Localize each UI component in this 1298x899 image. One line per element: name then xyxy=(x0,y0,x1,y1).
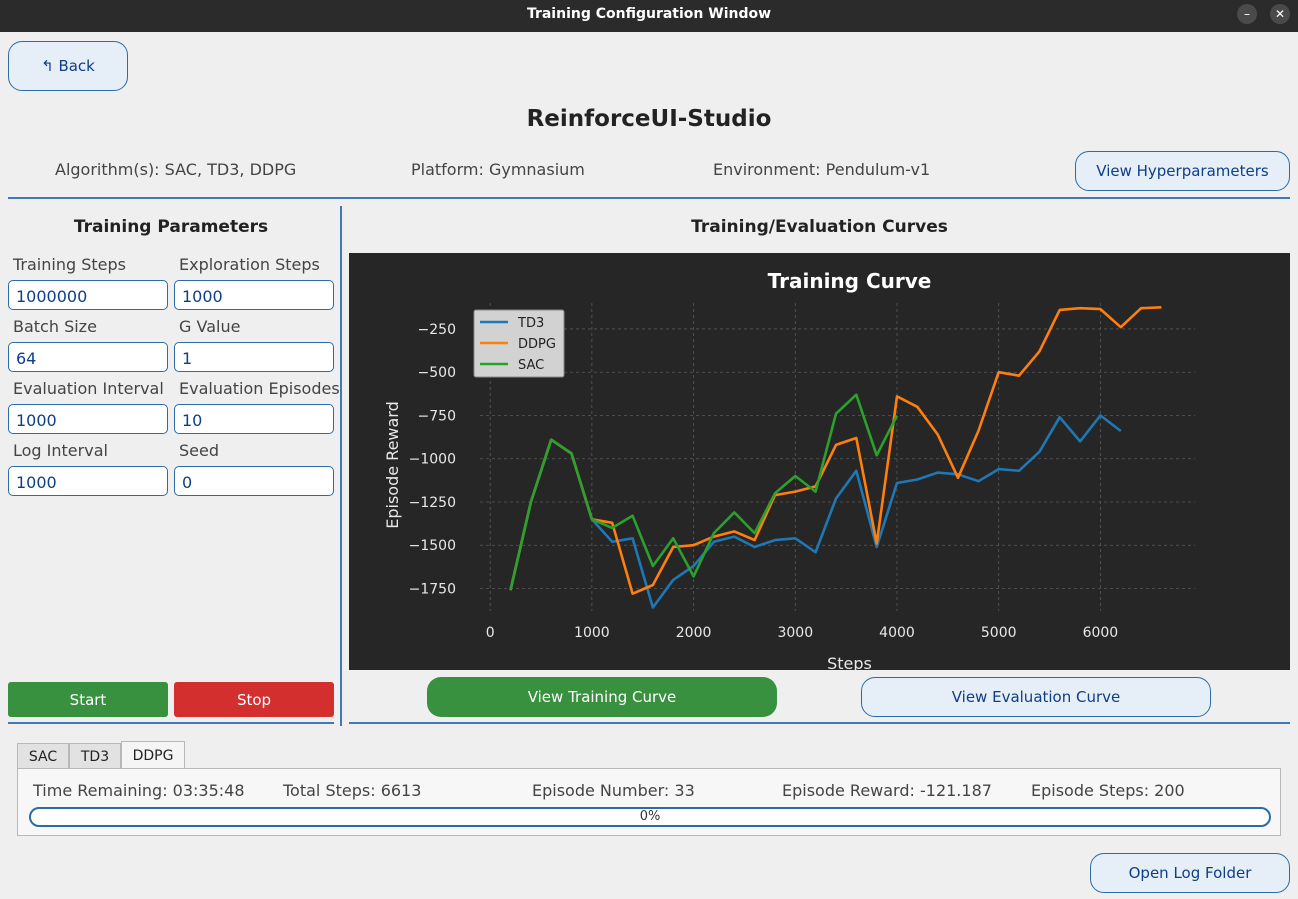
start-button[interactable]: Start xyxy=(8,682,168,717)
view-training-curve-button[interactable]: View Training Curve xyxy=(427,677,777,717)
stop-button[interactable]: Stop xyxy=(174,682,334,717)
exploration-steps-label: Exploration Steps xyxy=(179,255,320,274)
time-remaining: Time Remaining: 03:35:48 xyxy=(33,781,245,800)
evaluation-interval-label: Evaluation Interval xyxy=(13,379,164,398)
curves-bottom-divider xyxy=(349,722,1290,724)
app-title: ReinforceUI-Studio xyxy=(526,106,772,132)
open-log-folder-button[interactable]: Open Log Folder xyxy=(1090,853,1290,893)
algorithms-label: Algorithm(s): SAC, TD3, DDPG xyxy=(55,160,297,179)
status-panel: Time Remaining: 03:35:48 Total Steps: 66… xyxy=(17,768,1281,836)
evaluation-interval-input[interactable]: 1000 xyxy=(8,404,168,434)
environment-label: Environment: Pendulum-v1 xyxy=(713,160,931,179)
log-interval-input[interactable]: 1000 xyxy=(8,466,168,496)
g-value-input[interactable]: 1 xyxy=(174,342,334,372)
x-tick-label: 0 xyxy=(486,625,495,641)
x-axis-label: Steps xyxy=(827,654,872,670)
g-value-label: G Value xyxy=(179,317,241,336)
platform-label: Platform: Gymnasium xyxy=(411,160,585,179)
close-button[interactable]: ✕ xyxy=(1270,4,1290,24)
x-tick-label: 6000 xyxy=(1083,625,1119,641)
tab-td3[interactable]: TD3 xyxy=(69,743,121,770)
tab-sac[interactable]: SAC xyxy=(17,743,69,770)
episode-number: Episode Number: 33 xyxy=(532,781,695,800)
back-button[interactable]: ↰ Back xyxy=(8,41,128,91)
legend-label-td3: TD3 xyxy=(517,316,544,331)
training-progress-bar: 0% xyxy=(29,807,1271,827)
series-line-sac xyxy=(509,393,899,591)
x-tick-label: 2000 xyxy=(676,625,712,641)
legend-label-ddpg: DDPG xyxy=(518,337,556,352)
training-steps-label: Training Steps xyxy=(13,255,126,274)
seed-label: Seed xyxy=(179,441,219,460)
x-tick-label: 4000 xyxy=(879,625,915,641)
evaluation-episodes-input[interactable]: 10 xyxy=(174,404,334,434)
window-title: Training Configuration Window xyxy=(526,6,772,22)
minimize-button[interactable]: – xyxy=(1237,4,1257,24)
chart-legend xyxy=(473,309,565,378)
curves-section-title: Training/Evaluation Curves xyxy=(691,217,948,237)
view-evaluation-curve-button[interactable]: View Evaluation Curve xyxy=(861,677,1211,717)
panel-divider xyxy=(340,206,342,726)
y-tick-label: −250 xyxy=(418,322,456,338)
y-tick-label: −750 xyxy=(418,408,456,424)
y-tick-label: −1750 xyxy=(409,582,456,598)
tab-ddpg[interactable]: DDPG xyxy=(121,741,185,770)
progress-text: 0% xyxy=(639,809,661,824)
training-parameters-title: Training Parameters xyxy=(73,217,269,237)
y-tick-label: −1000 xyxy=(409,452,456,468)
seed-input[interactable]: 0 xyxy=(174,466,334,496)
view-hyperparameters-button[interactable]: View Hyperparameters xyxy=(1075,151,1290,191)
y-tick-label: −1500 xyxy=(409,538,456,554)
header-divider xyxy=(8,197,1290,199)
params-bottom-divider xyxy=(8,722,334,724)
chart-title: Training Curve xyxy=(768,269,932,293)
exploration-steps-input[interactable]: 1000 xyxy=(174,280,334,310)
x-tick-label: 5000 xyxy=(981,625,1017,641)
x-tick-label: 1000 xyxy=(574,625,610,641)
training-steps-input[interactable]: 1000000 xyxy=(8,280,168,310)
y-axis-label: Episode Reward xyxy=(383,401,402,529)
x-tick-label: 3000 xyxy=(777,625,813,641)
episode-reward: Episode Reward: -121.187 xyxy=(782,781,992,800)
training-curve-chart: 0 1000 2000 3000 4000 5000 6000 −250 −500 −750 −10… xyxy=(349,253,1290,673)
y-tick-label: −1250 xyxy=(409,495,456,511)
y-tick-label: −500 xyxy=(418,365,456,381)
chart-svg: 0 1000 2000 3000 4000 5000 6000 −250 −500 −750 −10… xyxy=(383,269,1195,673)
total-steps: Total Steps: 6613 xyxy=(283,781,422,800)
series-line-td3 xyxy=(509,414,1122,609)
episode-steps: Episode Steps: 200 xyxy=(1031,781,1185,800)
log-interval-label: Log Interval xyxy=(13,441,108,460)
legend-label-sac: SAC xyxy=(518,358,544,373)
batch-size-label: Batch Size xyxy=(13,317,97,336)
batch-size-input[interactable]: 64 xyxy=(8,342,168,372)
series-line-ddpg xyxy=(509,306,1162,596)
window-titlebar: Training Configuration Window – ✕ xyxy=(0,0,1298,32)
evaluation-episodes-label: Evaluation Episodes xyxy=(179,379,340,398)
